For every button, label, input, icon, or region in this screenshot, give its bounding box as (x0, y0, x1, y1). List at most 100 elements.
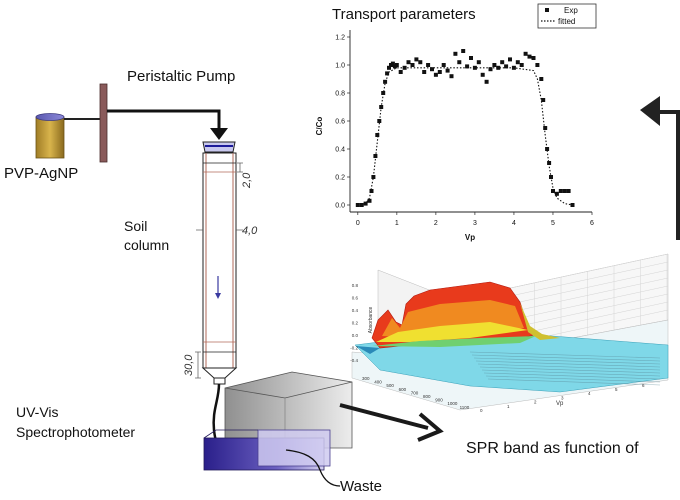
surface-edge (356, 346, 380, 354)
spectrophotometer-label-line1: UV-Vis (16, 404, 59, 420)
x-tick-label: 0 (356, 220, 360, 227)
surface-zlabel: Absorbance (368, 306, 374, 333)
exp-point (381, 91, 386, 95)
y-tick-label: 1.2 (335, 35, 345, 42)
x-tick-label: 4 (512, 220, 516, 227)
surface-wavelength-tick: 700 (411, 390, 419, 395)
exp-point (496, 65, 501, 70)
surface-vp-tick: 6 (642, 383, 645, 388)
exp-point (371, 175, 376, 179)
surface-z-tick: 0.8 (352, 283, 359, 288)
spectrophotometer (203, 429, 331, 471)
exp-point (387, 65, 391, 70)
y-tick-label: 0.6 (335, 119, 345, 126)
surface-z-tick: -0.4 (350, 358, 358, 363)
exp-point (562, 189, 567, 193)
exp-point (406, 60, 411, 65)
exp-point (422, 70, 427, 74)
exp-point (385, 71, 390, 76)
surface-streak (469, 351, 661, 359)
exp-point (414, 57, 419, 62)
dimension-marks (195, 162, 243, 379)
surface-streak (471, 354, 661, 362)
exp-point (508, 57, 512, 62)
exp-point (531, 56, 536, 60)
exp-point (547, 161, 552, 165)
exp-point (549, 175, 553, 179)
exp-point (551, 189, 555, 193)
exp-point (390, 61, 395, 66)
surface-peak-tail (520, 303, 560, 340)
surface-streak (487, 378, 661, 386)
exp-point (457, 60, 462, 65)
exp-point (484, 79, 489, 84)
surface-streak (473, 357, 661, 365)
exp-point (472, 65, 477, 70)
fitted-line (357, 67, 573, 206)
spectrophotometer-cover (224, 371, 353, 449)
y-axis-label: C/Co (315, 117, 324, 136)
exp-point (480, 72, 485, 77)
surface-vp-tick: 3 (561, 395, 564, 400)
column-cap (202, 141, 236, 153)
surface-wavelength-tick: 800 (423, 394, 431, 399)
y-tick-label: 0.2 (335, 175, 345, 182)
x-tick-label: 1 (395, 220, 399, 227)
exp-point (500, 60, 505, 65)
soil-column-label-line2: column (124, 237, 170, 253)
transport-chart: Transport parameters Exp fitted 0 1 2 3 4 5 60… (315, 3, 597, 242)
y-tick-label: 0.0 (335, 203, 345, 210)
exp-point (504, 64, 509, 69)
surface-peak-yellow (376, 322, 528, 342)
surface-streak (477, 363, 661, 371)
down-arrow-icon (215, 293, 221, 299)
pump-bar (99, 83, 108, 163)
fitted-series (357, 67, 573, 206)
x-tick-label: 3 (473, 220, 477, 227)
feedback-arrow-icon (640, 96, 680, 240)
surface-streaks (469, 351, 661, 386)
surface-streak (483, 372, 661, 380)
exp-point (461, 49, 466, 53)
pump-label: Peristaltic Pump (127, 68, 236, 85)
exp-point (527, 54, 532, 59)
surface-xlabel: Vp (556, 401, 564, 407)
exp-point (511, 65, 516, 70)
surface-wavelength-tick: 600 (399, 387, 407, 392)
legend-label-exp: Exp (564, 6, 578, 15)
surface-vp-tick: 1 (507, 404, 510, 409)
exp-point (402, 65, 407, 70)
exp-point (398, 70, 403, 74)
surface-vp-tick: 4 (588, 391, 591, 396)
exp-point (469, 56, 473, 60)
exp-series (355, 49, 575, 207)
exp-point (541, 98, 546, 102)
legend-marker-exp (545, 8, 549, 12)
y-tick-label: 0.8 (335, 91, 345, 98)
surface-streak (481, 369, 661, 377)
exp-point (488, 67, 493, 72)
exp-point (492, 63, 497, 67)
waste-tube (285, 449, 341, 487)
exp-point (445, 68, 450, 73)
x-tick-label: 5 (551, 220, 555, 227)
exp-point (535, 63, 540, 67)
exp-point (375, 133, 380, 137)
exp-point (426, 63, 431, 67)
exp-point (377, 119, 382, 123)
soil-column (201, 152, 238, 385)
surface-z-tick: 0.4 (352, 308, 359, 313)
legend-label-fitted: fitted (558, 17, 575, 26)
exp-point (570, 203, 575, 207)
exp-point (433, 72, 438, 77)
exp-point (539, 77, 544, 81)
x-tick-label: 6 (590, 220, 594, 227)
exp-point (367, 198, 372, 203)
exp-point (383, 79, 388, 84)
exp-point (441, 63, 446, 67)
surface-wavelength-tick: 500 (386, 383, 394, 388)
exp-point (449, 74, 454, 79)
exp-point (430, 67, 434, 72)
surface-vp-tick: 5 (615, 387, 618, 392)
